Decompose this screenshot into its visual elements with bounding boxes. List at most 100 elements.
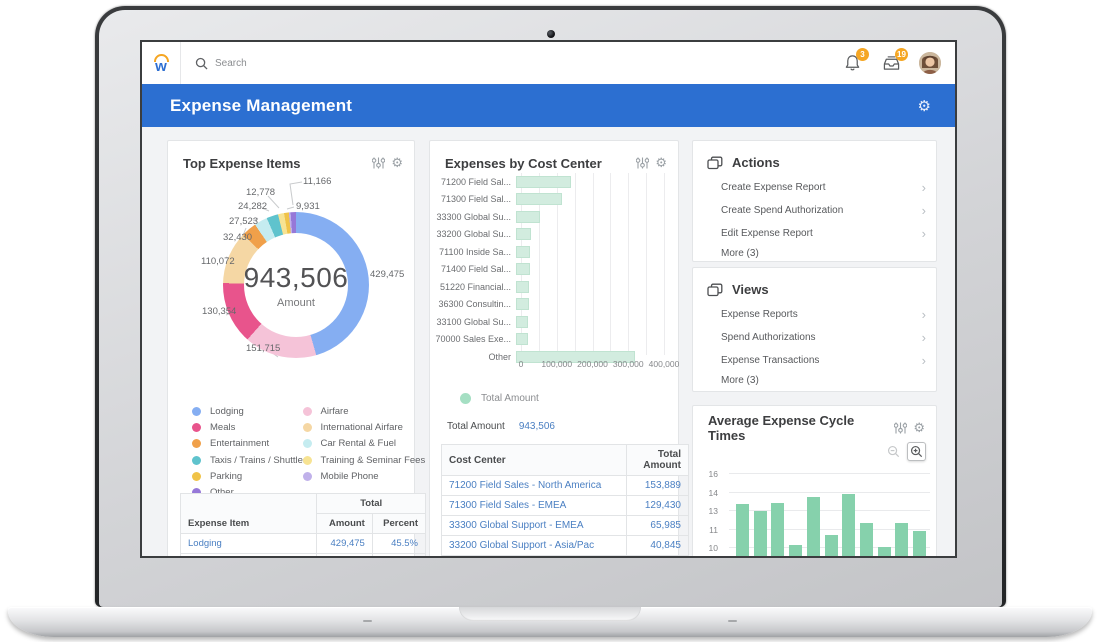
topbar: w 3: [142, 42, 955, 84]
slice-label: 110,072: [201, 256, 235, 267]
menu-item-label: Edit Expense Report: [721, 228, 813, 239]
percent-link[interactable]: 45.5%: [371, 533, 427, 554]
amount-link[interactable]: 129,430: [626, 495, 689, 516]
cost-center-bar-chart: 71200 Field Sal... 71300 Field Sal... 3330…: [430, 173, 680, 369]
menu-item[interactable]: Create Spend Authorization ›: [693, 199, 936, 222]
bar[interactable]: [516, 350, 636, 363]
y-axis-tick: 14: [708, 487, 718, 498]
chart-legend: Total Amount: [460, 393, 539, 404]
cost-center-link[interactable]: 33200 Global Support - Asia/Pac: [441, 535, 627, 556]
amount-link[interactable]: 40,845: [626, 535, 689, 556]
x-axis-tick: 400,000: [648, 359, 680, 369]
laptop-base: [8, 607, 1092, 637]
chevron-right-icon: ›: [921, 353, 926, 368]
zoom-out-button[interactable]: [884, 442, 903, 461]
total-amount-value[interactable]: 943,506: [518, 421, 555, 432]
inbox-button[interactable]: 19: [880, 48, 908, 74]
menu-item-label: Expense Reports: [721, 309, 798, 320]
cost-center-link[interactable]: 71200 Field Sales - North America: [441, 475, 627, 496]
gridline: [646, 173, 648, 355]
bar[interactable]: [913, 530, 926, 556]
card-head: Expenses by Cost Center ⚙: [430, 141, 678, 171]
bar-category-label: Other: [488, 351, 511, 362]
expense-item-link[interactable]: Lodging: [179, 533, 318, 554]
bar[interactable]: [516, 333, 528, 346]
card-settings-gear-icon[interactable]: ⚙: [655, 155, 667, 171]
bar[interactable]: [516, 245, 531, 258]
bar[interactable]: [516, 175, 571, 188]
bar[interactable]: [877, 547, 891, 556]
bar[interactable]: [753, 510, 767, 556]
legend-dot: [302, 471, 312, 481]
card-settings-gear-icon[interactable]: ⚙: [913, 420, 925, 436]
legend-dot: [192, 439, 201, 449]
bar[interactable]: [771, 502, 785, 556]
actions-more-link[interactable]: More (3): [721, 248, 759, 259]
configure-icon[interactable]: [372, 157, 386, 169]
y-axis-tick: 13: [708, 506, 718, 516]
search-input[interactable]: [215, 57, 515, 69]
slice-label: 429,475: [370, 269, 405, 280]
gridline: [729, 473, 930, 474]
donut-center-label: Amount: [277, 296, 315, 309]
views-more-link[interactable]: More (3): [721, 375, 759, 386]
amount-link[interactable]: 65,985: [626, 515, 689, 536]
legend-label: Taxis / Trains / Shuttles: [210, 454, 308, 466]
amount-link[interactable]: 153,889: [626, 475, 689, 496]
col-amount: Amount: [316, 513, 373, 534]
cycle-times-chart: 161413111086: [709, 469, 930, 556]
search-bar[interactable]: [181, 42, 841, 84]
menu-item-label: Expense Transactions: [721, 355, 820, 366]
configure-icon[interactable]: [894, 422, 908, 434]
slice-label: 130,354: [202, 306, 237, 317]
avatar[interactable]: [919, 52, 941, 74]
bar[interactable]: [516, 228, 531, 241]
bar[interactable]: [516, 315, 529, 328]
x-axis-tick: 200,000: [577, 359, 608, 369]
legend-label: Meals: [210, 421, 236, 433]
table-row: 71200 Field Sales - North America 153,889: [441, 475, 689, 496]
legend-item: Car Rental & Fuel: [302, 436, 408, 452]
cost-center-link[interactable]: 71300 Field Sales - EMEA: [441, 495, 627, 516]
avatar-photo: [919, 52, 941, 74]
actions-title: Actions: [732, 155, 780, 170]
zoom-in-button[interactable]: [907, 442, 926, 461]
gridline: [729, 528, 930, 530]
card-settings-gear-icon[interactable]: ⚙: [391, 155, 403, 171]
cost-center-link[interactable]: 33300 Global Support - EMEA: [441, 515, 627, 536]
bar-row: 36300 Consultin...: [430, 296, 680, 314]
menu-item[interactable]: Expense Reports ›: [693, 303, 936, 326]
legend-label: International Airfare: [320, 421, 403, 433]
bar[interactable]: [516, 263, 531, 276]
bar[interactable]: [736, 504, 749, 556]
bar[interactable]: [859, 522, 873, 556]
menu-item[interactable]: Expense Transactions ›: [693, 349, 936, 372]
views-icon: [707, 283, 723, 296]
menu-item[interactable]: Edit Expense Report ›: [693, 222, 936, 245]
bar[interactable]: [895, 522, 909, 556]
legend-item: Meals: [192, 419, 297, 435]
card-title: Expenses by Cost Center: [445, 155, 602, 171]
bar-row: 71200 Field Sal...: [430, 173, 680, 191]
menu-item[interactable]: Create Expense Report ›: [693, 176, 936, 199]
bar-category-label: 70000 Sales Exe...: [435, 334, 511, 345]
bar[interactable]: [516, 210, 540, 223]
workday-logo[interactable]: w: [142, 42, 181, 84]
configure-icon[interactable]: [636, 157, 650, 169]
laptop-notch: [459, 607, 641, 621]
bar[interactable]: [789, 545, 803, 556]
amount-link[interactable]: 429,475: [316, 533, 373, 554]
bar[interactable]: [824, 535, 838, 556]
zoom-in-icon: [910, 445, 923, 458]
notifications-button[interactable]: 3: [841, 48, 869, 74]
header-gear-icon[interactable]: ⚙: [917, 96, 931, 115]
bar[interactable]: [516, 193, 563, 206]
table-row: 33200 Global Support - Asia/Pac 40,845: [441, 535, 689, 556]
menu-item[interactable]: Spend Authorizations ›: [693, 326, 936, 349]
bar[interactable]: [516, 298, 529, 311]
bar[interactable]: [516, 280, 529, 293]
bar-row: 33200 Global Su...: [430, 226, 680, 244]
bar[interactable]: [806, 497, 820, 556]
bar[interactable]: [842, 494, 856, 556]
card-actions: Actions Create Expense Report › Create Spe…: [692, 140, 937, 262]
